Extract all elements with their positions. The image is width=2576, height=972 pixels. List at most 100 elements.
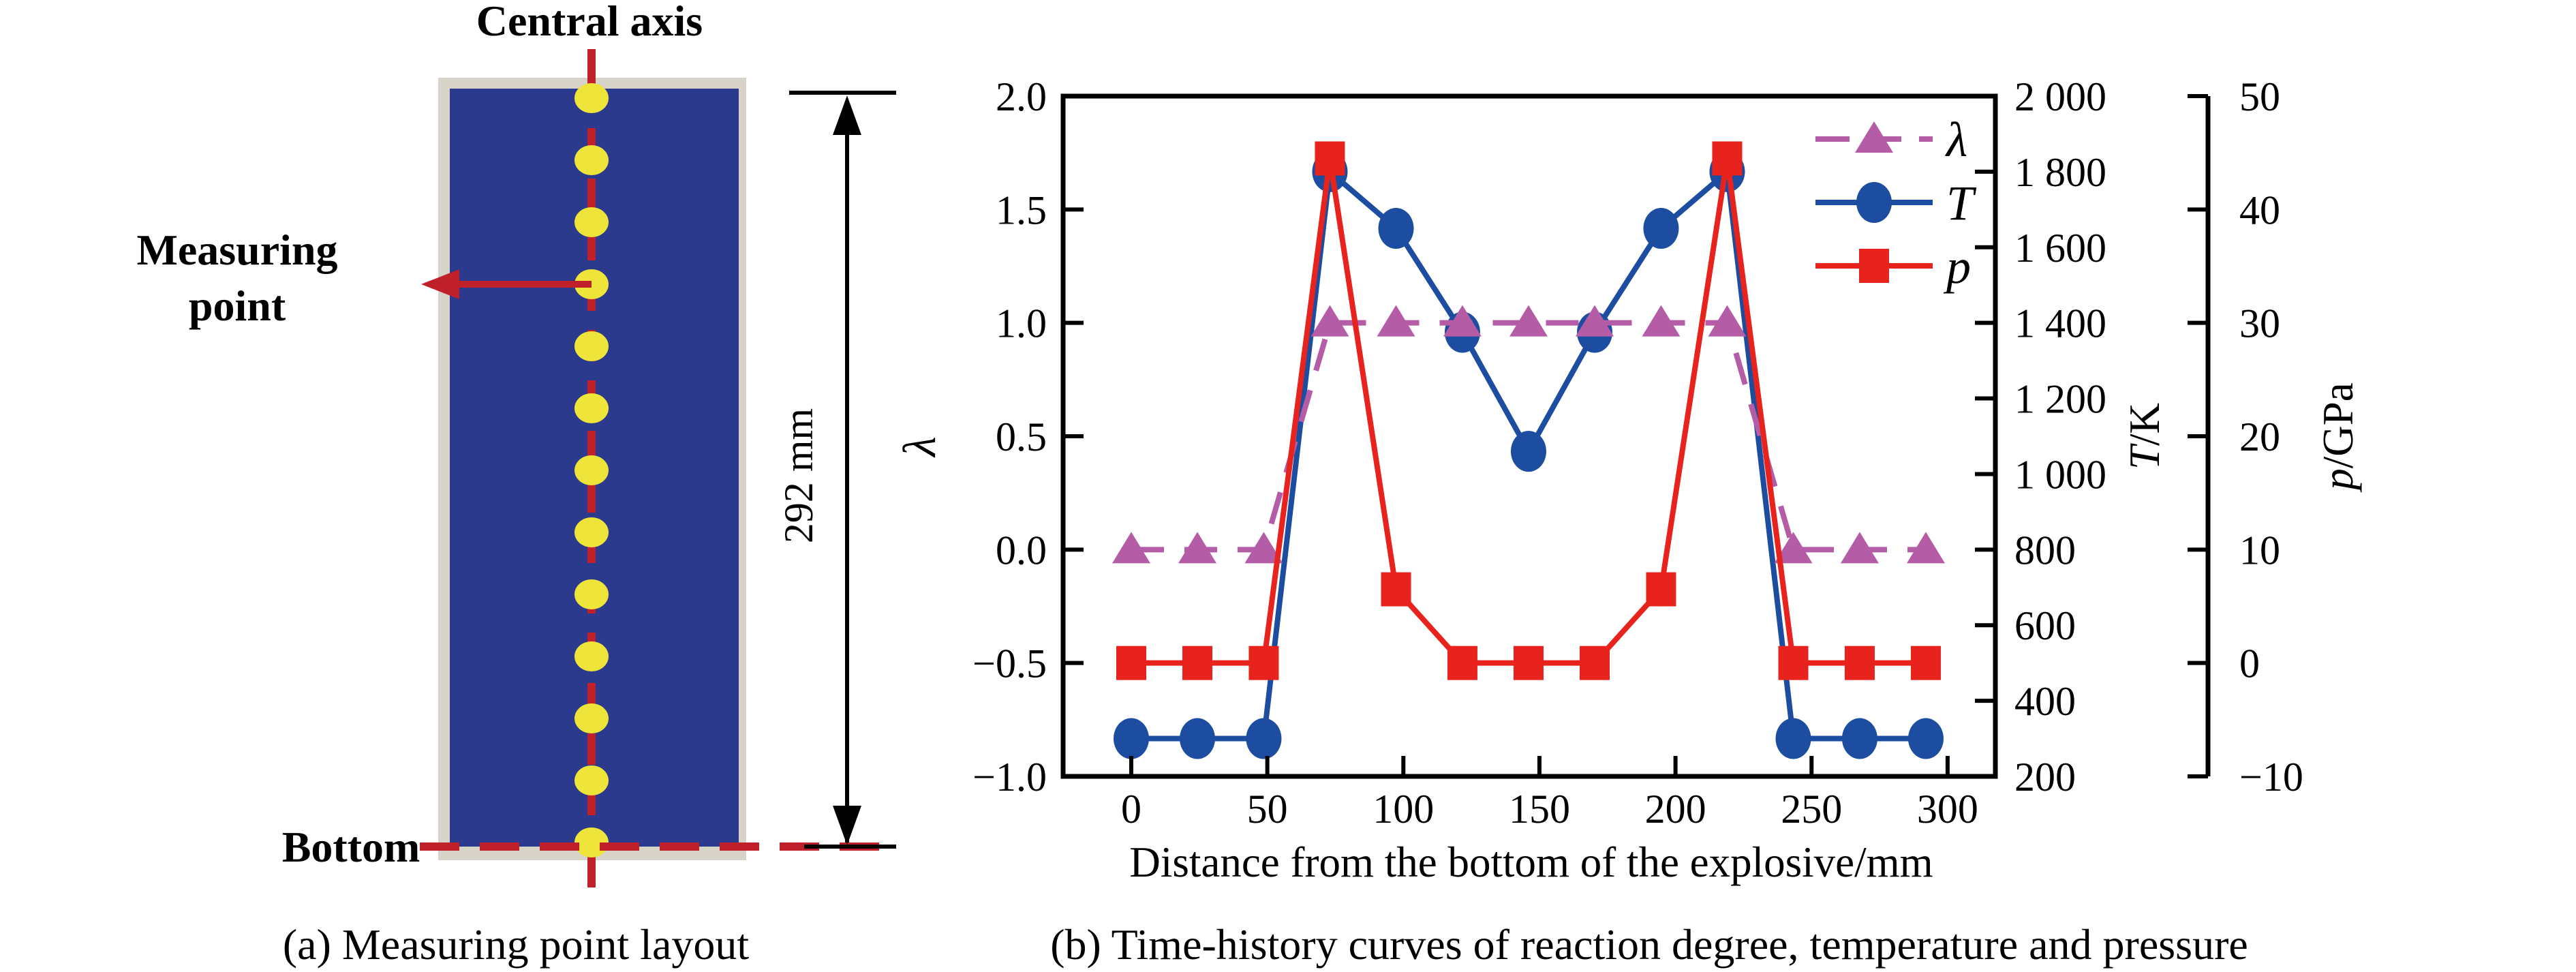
arrowhead-left-icon: [421, 269, 459, 299]
panel-b: 2.01.51.00.50.0−0.5−1.00 50 100 150 200 250 30…: [893, 74, 2362, 969]
series-marker-pressure: [1381, 572, 1411, 607]
series-marker-lambda: [1509, 305, 1548, 337]
series-marker-temperature: [1643, 208, 1679, 249]
measuring-point-dot: [574, 455, 609, 485]
chart-axes: 2.01.51.00.50.0−0.5−1.00 50 100 150 200 250 30…: [972, 74, 2303, 832]
series-marker-temperature: [1180, 718, 1216, 759]
pressure-tick-label: 30: [2239, 301, 2280, 346]
bottom-label: Bottom: [282, 823, 420, 871]
temperature-tick-label: 800: [2014, 528, 2076, 573]
lambda-axis-label: λ: [893, 436, 945, 457]
series-marker-pressure: [1513, 646, 1544, 680]
x-axis-label: Distance from the bottom of the explosiv…: [1129, 838, 1933, 886]
series-marker-lambda: [1112, 532, 1150, 564]
series-marker-temperature: [1775, 718, 1811, 759]
lambda-tick-label: −0.5: [972, 641, 1047, 686]
measuring-point-dot: [574, 83, 609, 113]
series-marker-pressure: [1844, 646, 1875, 680]
x-tick-label: 250: [1781, 787, 1842, 832]
pressure-tick-label: 20: [2239, 414, 2280, 459]
x-tick-label: 0: [1121, 787, 1141, 832]
lambda-tick-label: 1.0: [996, 301, 1047, 346]
panel-a-caption: (a) Measuring point layout: [283, 920, 750, 969]
measuring-point-label-line1: Measuring: [136, 226, 337, 274]
legend-label-temperature: T: [1946, 176, 1977, 230]
series-marker-lambda: [1906, 532, 1945, 564]
series-marker-pressure: [1116, 646, 1146, 680]
series-marker-pressure: [1447, 646, 1477, 680]
x-tick-label: 300: [1917, 787, 1978, 832]
series-marker-temperature: [1378, 208, 1414, 249]
measuring-point-arrow: [421, 269, 592, 299]
measuring-point-dot: [574, 517, 609, 547]
measuring-point-dot: [574, 145, 609, 175]
series-marker-lambda: [1774, 532, 1813, 564]
temperature-axis-label-symbol: T: [2121, 443, 2168, 470]
arrowhead-up-icon: [833, 95, 861, 135]
measuring-point-dot: [574, 331, 609, 361]
pressure-tick-label: 10: [2239, 528, 2280, 573]
series-pressure: [1116, 141, 1941, 680]
pressure-axis-label-unit: /GPa: [2314, 382, 2362, 468]
series-marker-pressure: [1778, 646, 1809, 680]
x-tick-label: 50: [1247, 787, 1288, 832]
series-lambda: [1112, 305, 1945, 564]
lambda-tick-label: −1.0: [972, 755, 1047, 800]
series-marker-lambda: [1443, 305, 1482, 337]
legend-label-lambda: λ: [1945, 112, 1967, 167]
x-tick-label: 150: [1509, 787, 1570, 832]
measuring-point-dot: [574, 641, 609, 671]
measuring-point-dot: [574, 765, 609, 795]
series-marker-pressure: [1580, 646, 1610, 680]
series-marker-pressure: [1910, 646, 1941, 680]
legend-marker-temperature: [1856, 182, 1892, 223]
series-marker-lambda: [1178, 532, 1217, 564]
measuring-point-dot: [574, 579, 609, 609]
legend-label-pressure: p: [1943, 239, 1971, 294]
measuring-point-dot: [574, 393, 609, 423]
measuring-point-label-line2: point: [189, 282, 286, 330]
measuring-point-dot: [574, 703, 609, 733]
temperature-tick-label: 2 000: [2014, 74, 2106, 119]
panel-b-caption: (b) Time-history curves of reaction degr…: [1050, 920, 2248, 969]
legend-marker-lambda: [1855, 121, 1893, 153]
series-marker-temperature: [1841, 718, 1877, 759]
legend-marker-pressure: [1859, 249, 1889, 283]
series-marker-pressure: [1646, 572, 1676, 607]
series-marker-lambda: [1708, 305, 1747, 337]
temperature-tick-label: 1 000: [2014, 452, 2106, 497]
lambda-tick-label: 2.0: [996, 74, 1047, 119]
series-marker-temperature: [1510, 431, 1546, 472]
pressure-tick-label: 0: [2239, 641, 2260, 686]
pressure-tick-label: 50: [2239, 74, 2280, 119]
series-marker-lambda: [1576, 305, 1614, 337]
temperature-tick-label: 1 200: [2014, 377, 2106, 422]
temperature-tick-label: 1 600: [2014, 226, 2106, 271]
dimension-line: [789, 91, 896, 849]
lambda-tick-label: 0.0: [996, 528, 1047, 573]
arrowhead-down-icon: [833, 806, 861, 845]
x-tick-label: 100: [1373, 787, 1434, 832]
temperature-tick-label: 1 400: [2014, 301, 2106, 346]
series-marker-pressure: [1315, 141, 1345, 176]
series-marker-pressure: [1712, 141, 1743, 176]
temperature-axis-label: T/K: [2121, 403, 2168, 470]
legend-item-lambda: λ: [1815, 112, 1967, 167]
series-line-pressure: [1131, 157, 1926, 666]
central-axis-label: Central axis: [476, 0, 703, 45]
measuring-point-dots: [574, 83, 609, 857]
temperature-axis-label-unit: /K: [2121, 403, 2168, 446]
panel-a: Central axis Measuring point Bottom 292 …: [136, 0, 896, 969]
pressure-tick-label: 40: [2239, 187, 2280, 232]
pressure-tick-label: −10: [2239, 755, 2303, 800]
series-marker-temperature: [1114, 718, 1149, 759]
series-marker-temperature: [1246, 718, 1282, 759]
legend-item-pressure: p: [1815, 239, 1971, 294]
series-marker-lambda: [1244, 532, 1283, 564]
series-marker-lambda: [1377, 305, 1415, 337]
pressure-axis-label-symbol: p: [2314, 468, 2362, 493]
series-marker-temperature: [1907, 718, 1944, 759]
temperature-tick-label: 200: [2014, 755, 2076, 800]
